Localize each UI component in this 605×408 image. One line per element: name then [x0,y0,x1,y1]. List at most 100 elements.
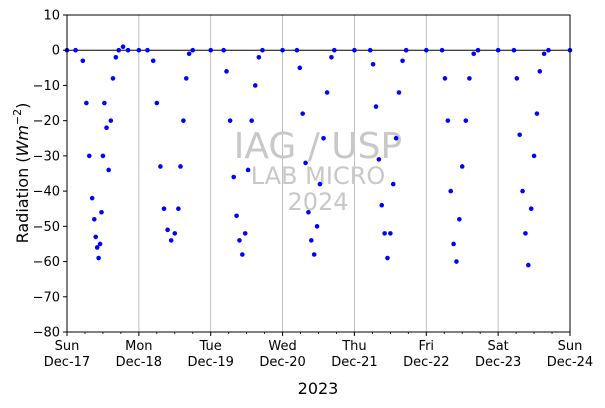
data-point [172,231,178,236]
x-tick-label-date: Dec-19 [188,355,234,370]
data-point [94,245,100,250]
data-point [104,125,109,131]
data-point [93,234,99,240]
data-point [260,47,265,53]
data-point [526,262,531,268]
data-point [245,167,251,173]
data-point [459,164,465,169]
data-point [520,188,525,194]
data-point [306,209,311,215]
data-point [396,90,402,95]
data-point [303,160,308,166]
data-point [234,213,239,219]
data-point [100,153,106,159]
y-tick-label: 0 [52,44,60,59]
data-point [445,118,451,123]
data-point [297,65,303,71]
data-point [252,83,258,88]
data-point [367,47,373,53]
y-axis-label-exp: −2 [11,109,24,125]
data-point [457,216,462,222]
data-point [523,231,528,236]
data-point [294,47,300,53]
data-point [86,153,92,159]
data-point [240,252,245,257]
data-point [448,188,454,194]
data-point [158,164,163,169]
x-tick-label-day: Sat [487,339,508,354]
y-tick-label: −80 [33,326,60,341]
data-point [471,51,477,57]
data-point [176,206,181,212]
data-point [511,47,517,53]
data-point [324,90,330,95]
x-tick-label-day: Tue [199,339,222,354]
data-point [231,174,237,180]
data-point [393,135,399,141]
data-point [451,241,456,247]
x-tick-label-day: Mon [125,339,152,354]
y-axis-label: Radiation (Wm−2) [11,103,32,244]
data-point [376,157,382,162]
data-point [454,259,459,264]
x-tick-label-date: Dec-20 [259,355,305,370]
y-tick-label: −50 [33,220,60,235]
data-point [385,255,390,261]
data-point [541,51,547,57]
y-axis-label-close: ) [13,103,32,109]
data-point [136,47,142,53]
data-point [113,54,119,60]
data-point [221,47,226,53]
data-point [190,47,196,53]
data-point [183,76,189,81]
data-point [534,111,540,116]
y-axis-label-main: Radiation ( [13,156,32,243]
y-tick-label: −20 [33,114,60,129]
data-point [96,255,101,261]
data-point [108,118,114,123]
data-point [161,206,167,212]
data-point [224,69,229,74]
x-tick-label-date: Dec-21 [331,355,377,370]
data-point [423,47,429,53]
x-tick-label-date: Dec-24 [547,355,593,370]
watermark-line3: 2024 [287,188,348,216]
watermark-line2: LAB MICRO [251,162,386,190]
data-point [514,76,520,81]
y-tick-label: −40 [33,185,60,200]
data-point [390,181,396,187]
data-point [379,202,385,208]
data-point [125,47,131,53]
data-point [309,238,314,243]
data-point [80,58,86,64]
x-tick-label-date: Dec-17 [44,355,90,370]
x-tick-label-date: Dec-18 [116,355,162,370]
data-point [314,224,320,229]
data-point [352,47,357,53]
data-point [300,111,305,116]
x-axis-label: 2023 [298,379,339,398]
data-point [495,47,501,53]
y-tick-label: −30 [33,149,60,164]
data-point [165,227,170,233]
data-point [317,181,323,187]
data-point [92,216,97,222]
x-tick-label-date: Dec-22 [403,355,449,370]
data-point [242,231,248,236]
y-tick-label: −70 [33,290,60,305]
data-point [145,47,150,53]
data-point [400,58,405,64]
data-point [116,47,122,53]
data-point [186,51,192,57]
data-point [311,252,317,257]
data-point [439,47,445,53]
data-point [99,209,104,215]
watermark: IAG / USP LAB MICRO 2024 [234,126,402,216]
data-point [84,100,89,106]
data-point [97,241,103,247]
data-point [110,76,116,81]
data-point [321,135,326,141]
data-point [168,238,174,243]
y-tick-label: 10 [43,9,60,24]
